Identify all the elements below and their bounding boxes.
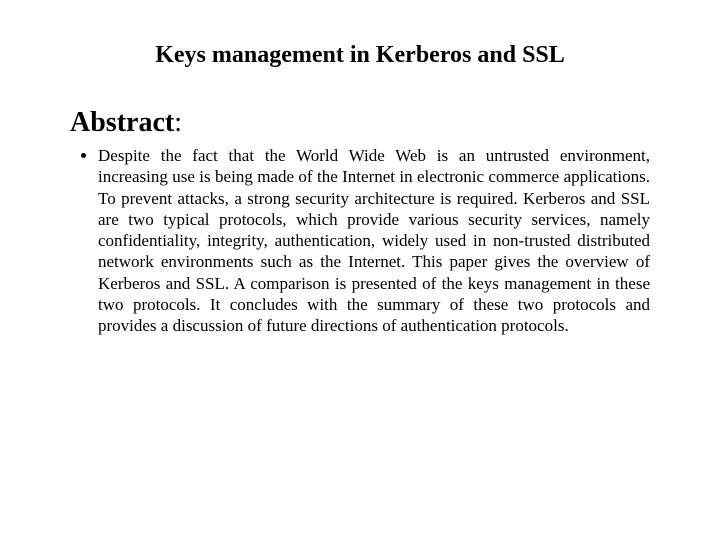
abstract-body-text: Despite the fact that the World Wide Web…: [98, 145, 650, 336]
abstract-colon: :: [174, 107, 182, 138]
abstract-heading: Abstract:: [70, 107, 660, 139]
abstract-body-list: Despite the fact that the World Wide Web…: [70, 145, 650, 336]
abstract-label: Abstract: [70, 107, 174, 138]
page-title: Keys management in Kerberos and SSL: [60, 42, 660, 69]
slide-page: Keys management in Kerberos and SSL Abst…: [0, 0, 720, 540]
